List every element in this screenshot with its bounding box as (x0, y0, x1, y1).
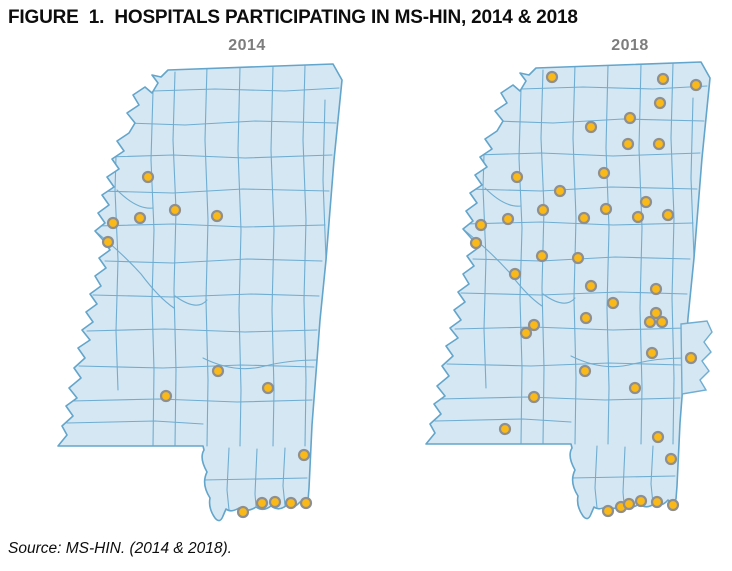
hospital-dot (211, 364, 225, 378)
hospital-dot (168, 203, 182, 217)
hospital-dot (631, 210, 645, 224)
hospital-dot (656, 72, 670, 86)
hospital-dot (498, 422, 512, 436)
hospital-dot (527, 390, 541, 404)
hospital-dot (664, 452, 678, 466)
hospital-dot (519, 326, 533, 340)
hospital-dot (527, 318, 541, 332)
hospital-dot (623, 111, 637, 125)
map-2014-label: 2014 (228, 37, 266, 54)
hospital-dot (621, 137, 635, 151)
hospital-dot (606, 296, 620, 310)
hospital-dot (689, 78, 703, 92)
hospital-dot (655, 315, 669, 329)
hospital-dot (236, 505, 250, 519)
hospital-dot (255, 496, 269, 510)
hospital-dot (577, 211, 591, 225)
hospital-dot (634, 494, 648, 508)
hospital-dot (597, 166, 611, 180)
hospital-dot (571, 251, 585, 265)
hospital-dot (508, 267, 522, 281)
hospital-dot (666, 498, 680, 512)
hospital-dot (653, 96, 667, 110)
hospital-dot (578, 364, 592, 378)
hospital-dot (652, 137, 666, 151)
hospital-dot (159, 389, 173, 403)
hospital-dot (469, 236, 483, 250)
hospital-dot (645, 346, 659, 360)
hospital-dot (210, 209, 224, 223)
hospital-dot (268, 495, 282, 509)
hospital-dot (622, 497, 636, 511)
hospital-dot (643, 315, 657, 329)
map-2018 (426, 62, 713, 519)
hospital-dot (649, 282, 663, 296)
hospital-dot (650, 495, 664, 509)
hospital-dot (601, 504, 615, 518)
hospital-dot (297, 448, 311, 462)
hospital-dot (141, 170, 155, 184)
hospital-dot (536, 203, 550, 217)
hospital-dot (299, 496, 313, 510)
hospital-dot (628, 381, 642, 395)
hospital-dot (661, 208, 675, 222)
map-2018-label: 2018 (611, 37, 649, 54)
hospital-dot (651, 430, 665, 444)
figure-title: FIGURE 1. HOSPITALS PARTICIPATING IN MS-… (8, 7, 578, 28)
hospital-dot (510, 170, 524, 184)
hospital-dot (106, 216, 120, 230)
hospital-dot (584, 120, 598, 134)
map-2014 (58, 64, 342, 521)
hospital-dots-2014 (101, 170, 313, 519)
hospital-dot (261, 381, 275, 395)
source-note: Source: MS-HIN. (2014 & 2018). (8, 540, 232, 557)
hospital-dot (639, 195, 653, 209)
hospital-dot (649, 306, 663, 320)
hospital-dot (284, 496, 298, 510)
hospital-dot (553, 184, 567, 198)
hospital-dot (535, 249, 549, 263)
hospital-dot (133, 211, 147, 225)
hospital-dots-2018 (469, 70, 703, 518)
hospital-dot (101, 235, 115, 249)
hospital-dot (501, 212, 515, 226)
hospital-dot (684, 351, 698, 365)
hospital-dot (545, 70, 559, 84)
hospital-dot (579, 311, 593, 325)
hospital-dot (599, 202, 613, 216)
hospital-dot (474, 218, 488, 232)
hospital-dot (584, 279, 598, 293)
